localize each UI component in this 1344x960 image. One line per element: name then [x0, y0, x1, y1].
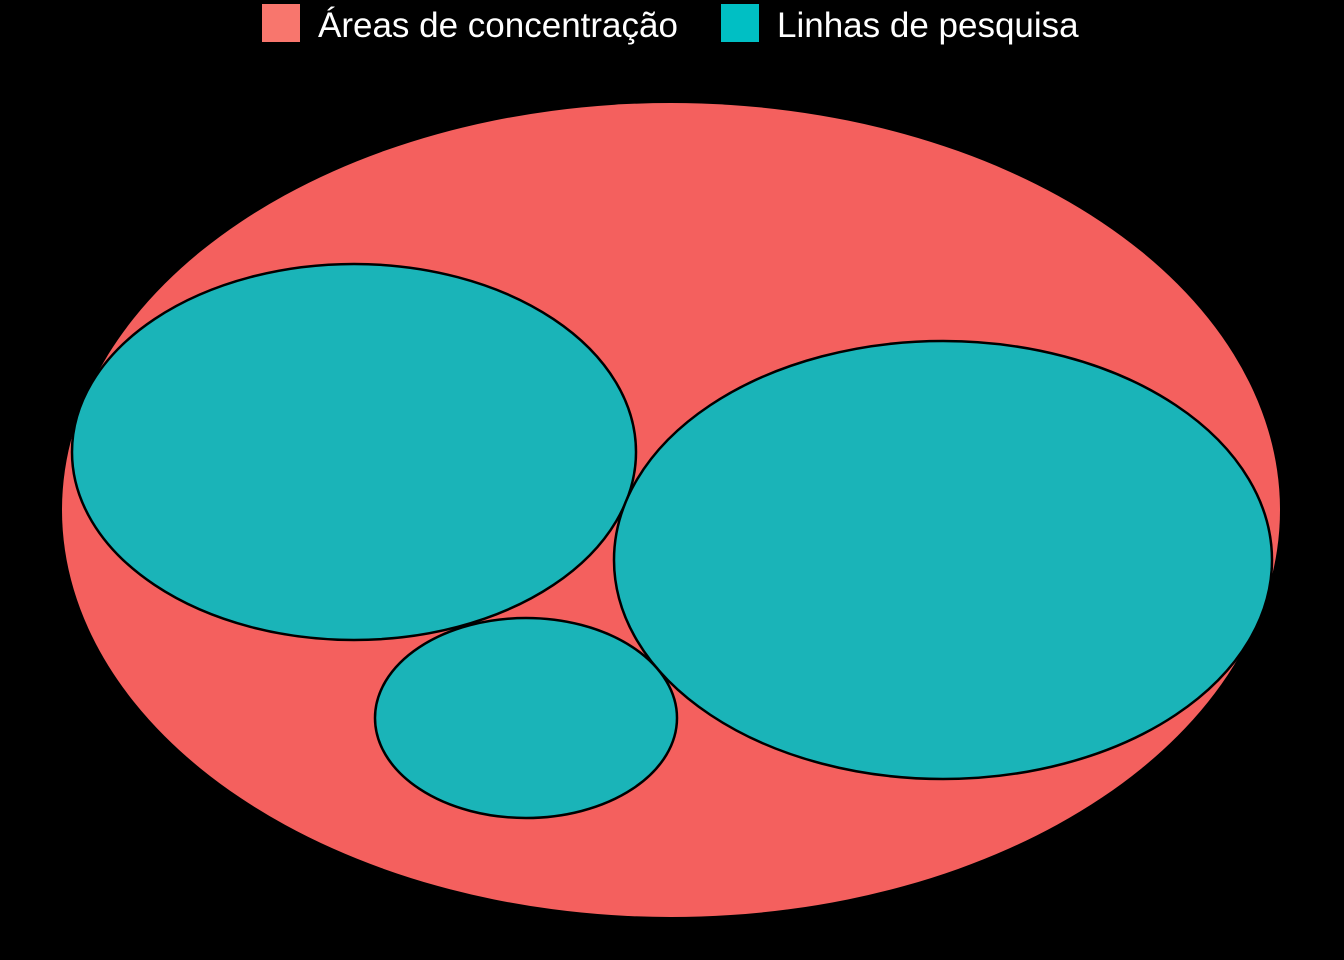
legend: Áreas de concentração Linhas de pesquisa — [262, 4, 1079, 45]
legend-label-areas: Áreas de concentração — [318, 6, 678, 45]
linha-circle-linha-3 — [373, 616, 679, 820]
chart-marks — [62, 103, 1280, 917]
linha-circle-linha-2 — [612, 339, 1274, 781]
legend-label-linhas: Linhas de pesquisa — [777, 6, 1079, 45]
legend-swatch-linhas — [721, 4, 759, 42]
legend-swatch-areas — [262, 4, 300, 42]
linha-circle-linha-1 — [70, 262, 638, 642]
